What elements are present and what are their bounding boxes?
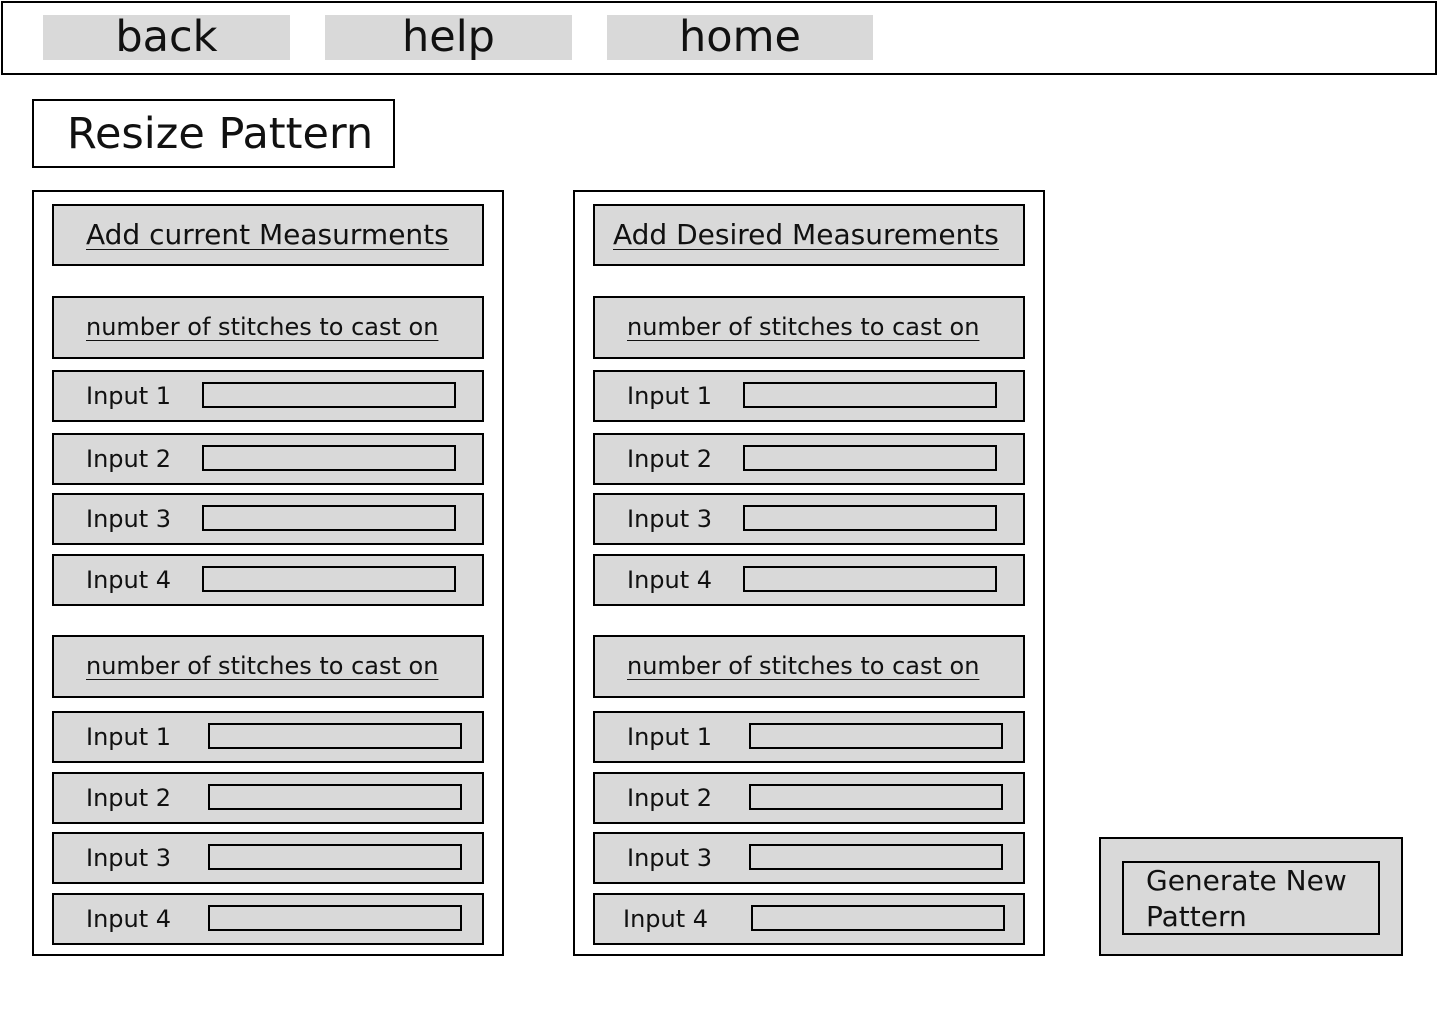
add-desired-measurements-button[interactable]: Add Desired Measurements [593, 204, 1025, 266]
input-label: Input 1 [86, 382, 172, 410]
desired-measurements-panel: Add Desired Measurements number of stitc… [573, 190, 1045, 956]
section-title-label: number of stitches to cast on [627, 313, 980, 341]
input-label: Input 4 [627, 566, 713, 594]
home-button[interactable]: home [607, 15, 873, 60]
current-s2-input-3-field[interactable] [208, 844, 462, 870]
input-label: Input 1 [627, 723, 713, 751]
desired-s2-input-2-field[interactable] [749, 784, 1003, 810]
input-label: Input 1 [627, 382, 713, 410]
input-label: Input 1 [86, 723, 172, 751]
current-section-1-row-4: Input 4 [52, 554, 484, 606]
add-current-measurements-button[interactable]: Add current Measurments [52, 204, 484, 266]
current-section-2-title[interactable]: number of stitches to cast on [52, 635, 484, 698]
input-label: Input 3 [627, 844, 713, 872]
section-title-label: number of stitches to cast on [86, 313, 439, 341]
page-title: Resize Pattern [32, 99, 395, 168]
desired-s2-input-4-field[interactable] [751, 905, 1005, 931]
input-label: Input 3 [86, 505, 172, 533]
generate-new-pattern-button[interactable]: Generate New Pattern [1122, 861, 1380, 935]
desired-s2-input-1-field[interactable] [749, 723, 1003, 749]
desired-s1-input-4-field[interactable] [743, 566, 997, 592]
current-section-1-title[interactable]: number of stitches to cast on [52, 296, 484, 359]
input-label: Input 2 [86, 445, 172, 473]
desired-s1-input-1-field[interactable] [743, 382, 997, 408]
input-label: Input 4 [86, 905, 172, 933]
desired-s2-input-3-field[interactable] [749, 844, 1003, 870]
input-label: Input 3 [627, 505, 713, 533]
current-s2-input-2-field[interactable] [208, 784, 462, 810]
current-section-1-row-2: Input 2 [52, 433, 484, 485]
current-measurements-panel: Add current Measurments number of stitch… [32, 190, 504, 956]
section-title-label: number of stitches to cast on [627, 652, 980, 680]
current-section-1-row-1: Input 1 [52, 370, 484, 422]
desired-section-1-title[interactable]: number of stitches to cast on [593, 296, 1025, 359]
desired-section-2-row-1: Input 1 [593, 711, 1025, 763]
input-label: Input 4 [623, 905, 709, 933]
back-button[interactable]: back [43, 15, 290, 60]
input-label: Input 2 [627, 784, 713, 812]
current-s2-input-4-field[interactable] [208, 905, 462, 931]
top-nav-bar: back help home [1, 1, 1437, 75]
help-button[interactable]: help [325, 15, 572, 60]
generate-pattern-container: Generate New Pattern [1099, 837, 1403, 956]
current-section-2-row-1: Input 1 [52, 711, 484, 763]
desired-section-2-title[interactable]: number of stitches to cast on [593, 635, 1025, 698]
current-s2-input-1-field[interactable] [208, 723, 462, 749]
desired-section-2-row-4: Input 4 [593, 893, 1025, 945]
current-s1-input-1-field[interactable] [202, 382, 456, 408]
add-current-measurements-label: Add current Measurments [86, 218, 449, 251]
desired-s1-input-2-field[interactable] [743, 445, 997, 471]
desired-section-2-row-3: Input 3 [593, 832, 1025, 884]
input-label: Input 2 [627, 445, 713, 473]
desired-section-1-row-4: Input 4 [593, 554, 1025, 606]
current-s1-input-3-field[interactable] [202, 505, 456, 531]
section-title-label: number of stitches to cast on [86, 652, 439, 680]
desired-section-2-row-2: Input 2 [593, 772, 1025, 824]
desired-section-1-row-3: Input 3 [593, 493, 1025, 545]
current-section-1-row-3: Input 3 [52, 493, 484, 545]
current-s1-input-4-field[interactable] [202, 566, 456, 592]
add-desired-measurements-label: Add Desired Measurements [613, 218, 999, 251]
input-label: Input 4 [86, 566, 172, 594]
desired-section-1-row-2: Input 2 [593, 433, 1025, 485]
input-label: Input 2 [86, 784, 172, 812]
current-section-2-row-3: Input 3 [52, 832, 484, 884]
desired-s1-input-3-field[interactable] [743, 505, 997, 531]
current-s1-input-2-field[interactable] [202, 445, 456, 471]
current-section-2-row-2: Input 2 [52, 772, 484, 824]
current-section-2-row-4: Input 4 [52, 893, 484, 945]
input-label: Input 3 [86, 844, 172, 872]
desired-section-1-row-1: Input 1 [593, 370, 1025, 422]
